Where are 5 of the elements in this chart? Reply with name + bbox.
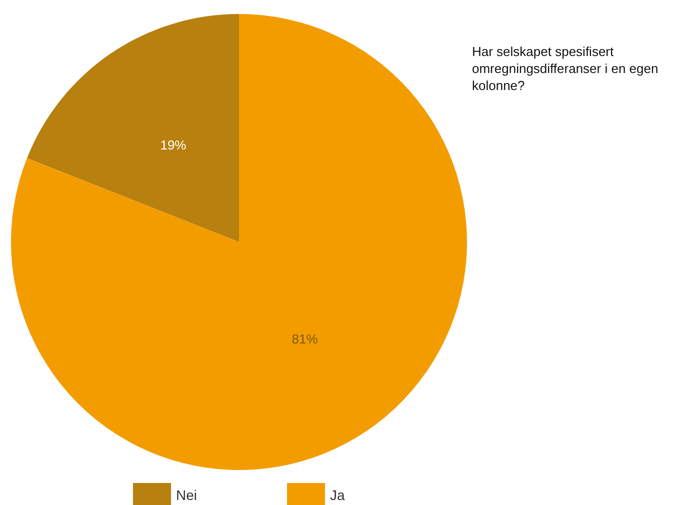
legend-label: Nei: [176, 487, 198, 503]
data-label: 81%: [292, 331, 318, 346]
legend-label: Ja: [330, 487, 346, 503]
data-label: 19%: [160, 138, 187, 153]
text: Har selskapet spesifisert omregningsdifferanser i en egen kolonne?: [472, 44, 662, 93]
